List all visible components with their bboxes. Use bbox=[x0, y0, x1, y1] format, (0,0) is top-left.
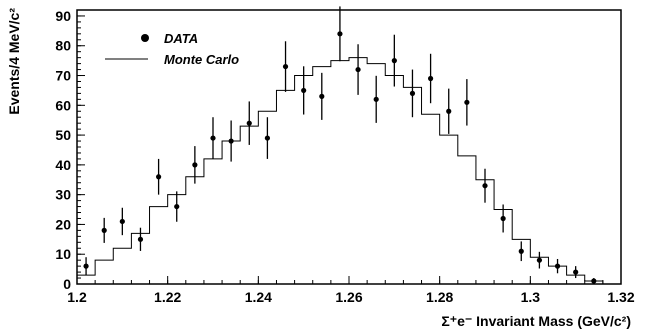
data-point bbox=[536, 257, 543, 263]
y-tick-label: 20 bbox=[55, 216, 71, 232]
data-point bbox=[518, 248, 524, 254]
data-point bbox=[355, 66, 361, 73]
y-tick-label: 0 bbox=[63, 276, 71, 292]
y-tick-label: 60 bbox=[55, 97, 71, 113]
x-tick-label: 1.3 bbox=[521, 289, 541, 305]
y-tick-label: 30 bbox=[55, 187, 71, 203]
data-point bbox=[246, 120, 252, 126]
x-tick-label: 1.22 bbox=[154, 289, 181, 305]
data-point bbox=[409, 90, 416, 96]
y-tick-label: 40 bbox=[55, 157, 71, 173]
y-tick-label: 50 bbox=[55, 127, 71, 143]
legend-data-marker bbox=[141, 34, 149, 42]
data-point bbox=[101, 227, 107, 233]
x-axis: 1.2 1.22 1.24 1.26 1.28 1.3 1.32 bbox=[67, 276, 635, 305]
data-point bbox=[137, 236, 144, 242]
x-tick-label: 1.2 bbox=[67, 289, 87, 305]
data-point bbox=[373, 96, 379, 102]
data-point bbox=[500, 215, 506, 222]
data-point bbox=[301, 87, 307, 94]
data-series bbox=[83, 6, 597, 284]
data-point bbox=[156, 174, 162, 180]
data-point bbox=[174, 203, 180, 210]
data-point bbox=[554, 263, 561, 269]
data-point bbox=[228, 138, 234, 144]
y-tick-label: 10 bbox=[55, 246, 71, 262]
y-tick-label: 70 bbox=[55, 68, 71, 84]
data-point bbox=[573, 269, 579, 275]
data-point bbox=[428, 75, 434, 82]
y-axis: 0 10 20 30 40 50 60 70 80 90 bbox=[55, 8, 85, 292]
data-point bbox=[210, 135, 216, 141]
legend: DATA Monte Carlo bbox=[105, 31, 239, 67]
y-axis-title: Events/4 MeV/c² bbox=[6, 8, 22, 115]
x-tick-label: 1.32 bbox=[607, 289, 634, 305]
legend-data-label: DATA bbox=[164, 31, 198, 46]
plot-area bbox=[76, 9, 622, 285]
x-axis-title: Σ⁺e⁻ Invariant Mass (GeV/c²) bbox=[441, 313, 631, 329]
data-point bbox=[264, 135, 270, 141]
monte-carlo-series bbox=[76, 57, 604, 284]
x-tick-label: 1.28 bbox=[426, 289, 453, 305]
data-point bbox=[482, 183, 488, 189]
y-tick-label: 80 bbox=[55, 38, 71, 54]
plot-frame bbox=[76, 9, 622, 285]
legend-monte-carlo-label: Monte Carlo bbox=[164, 52, 239, 67]
data-point bbox=[464, 99, 470, 105]
data-point bbox=[282, 63, 289, 70]
data-point bbox=[319, 93, 325, 99]
data-point bbox=[192, 162, 198, 168]
monte-carlo-step-line bbox=[76, 57, 604, 284]
data-point bbox=[83, 263, 89, 269]
data-point bbox=[337, 31, 343, 37]
data-point bbox=[591, 278, 597, 284]
data-point bbox=[391, 58, 397, 64]
x-tick-label: 1.26 bbox=[335, 289, 362, 305]
data-point bbox=[446, 108, 452, 114]
x-tick-label: 1.24 bbox=[245, 289, 272, 305]
data-point bbox=[119, 218, 125, 225]
y-tick-label: 90 bbox=[55, 8, 71, 24]
